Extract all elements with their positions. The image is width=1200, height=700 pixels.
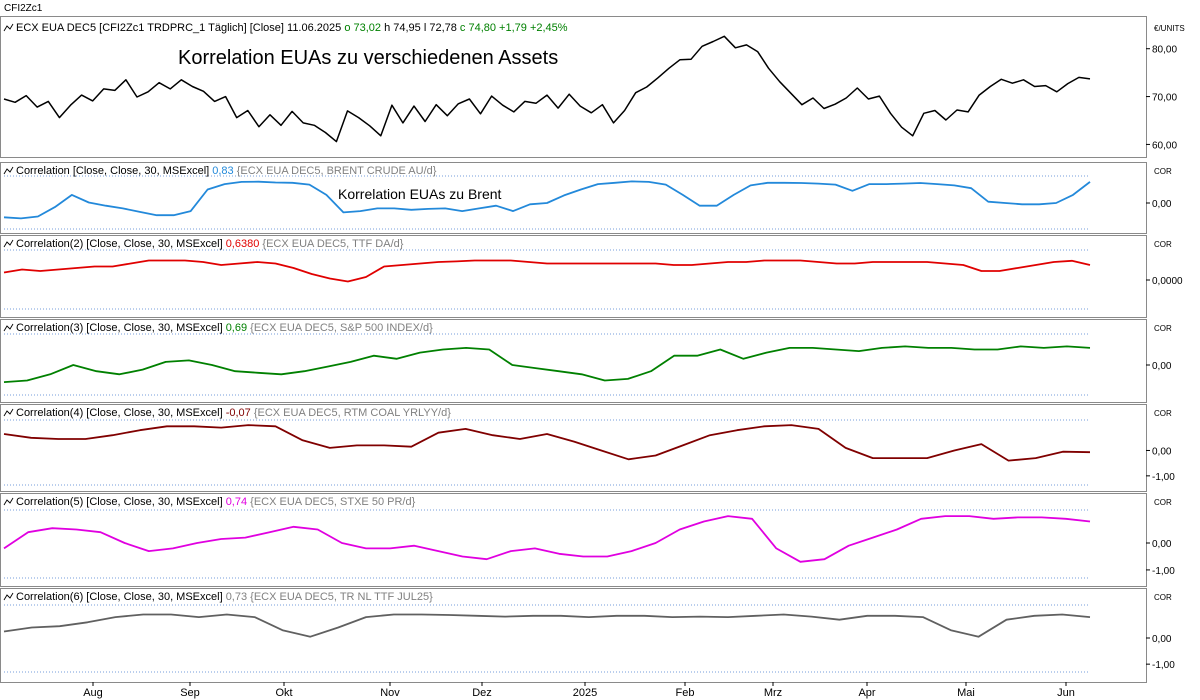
- y-tick-label: 0,00: [1152, 446, 1172, 457]
- annotation-text: Korrelation EUAs zu Brent: [338, 186, 502, 202]
- indicator-icon: [3, 497, 14, 506]
- price-panel: €/UNITS 80,00 70,00 60,00 ECX EUA DEC5 [CFI2…: [0, 16, 1185, 158]
- indicator-name: Correlation [Close, Close, 30, MSExcel]: [16, 165, 212, 177]
- correlation-line: [3, 259, 1091, 283]
- correlation-line: [3, 515, 1091, 563]
- y-tick-label: 0,0000: [1152, 276, 1183, 287]
- y-axis-label: COR: [1154, 167, 1172, 176]
- indicator-reference: {ECX EUA DEC5, RTM COAL YRLYY/d}: [251, 407, 451, 419]
- indicator-icon: [3, 166, 14, 175]
- indicator-header: Correlation(2) [Close, Close, 30, MSExce…: [16, 238, 404, 250]
- y-axis-label: COR: [1154, 498, 1172, 507]
- indicator-name: Correlation(6) [Close, Close, 30, MSExce…: [16, 591, 226, 603]
- y-tick-label: -1,00: [1152, 660, 1175, 671]
- correlation-panel-2: COR 0,0000 Correlation(2) [Close, Close, 3…: [0, 235, 1183, 318]
- open-value: o 73,02: [344, 22, 381, 34]
- y-tick-label: 0,00: [1152, 199, 1172, 210]
- high-low-values: h 74,95 l 72,78: [381, 22, 460, 34]
- close-change-values: c 74,80 +1,79 +2,45%: [460, 22, 568, 34]
- indicator-icon: [3, 239, 14, 248]
- y-tick-label: -1,00: [1152, 472, 1175, 483]
- indicator-value: 0,73: [226, 591, 247, 603]
- y-tick-label: 0,00: [1152, 361, 1172, 372]
- panel-border: [0, 16, 1147, 158]
- correlation-panel-4: COR 0,00 -1,00 Correlation(4) [Close, Close…: [0, 404, 1175, 492]
- correlation-panel-6: COR 0,00 -1,00 Correlation(6) [Close, Close…: [0, 588, 1175, 683]
- x-tick-label: Dez: [472, 687, 492, 699]
- panel-border: [0, 493, 1147, 587]
- x-tick-label: 2025: [573, 687, 597, 699]
- indicator-reference: {ECX EUA DEC5, STXE 50 PR/d}: [247, 496, 415, 508]
- panel-border: [0, 235, 1147, 318]
- indicator-value: 0,6380: [226, 238, 260, 250]
- correlation-panel-5: COR 0,00 -1,00 Correlation(5) [Close, Close…: [0, 493, 1175, 587]
- y-tick-label: -1,00: [1152, 566, 1175, 577]
- y-tick-label: 80,00: [1152, 45, 1177, 56]
- indicator-reference: {ECX EUA DEC5, S&P 500 INDEX/d}: [247, 322, 433, 334]
- y-axis-label: COR: [1154, 593, 1172, 602]
- indicator-name: Correlation(3) [Close, Close, 30, MSExce…: [16, 322, 226, 334]
- x-tick-label: Mrz: [764, 687, 782, 699]
- indicator-name: Correlation(5) [Close, Close, 30, MSExce…: [16, 496, 226, 508]
- indicator-value: -0,07: [226, 407, 251, 419]
- x-tick-label: Apr: [858, 687, 875, 699]
- indicator-icon: [3, 23, 14, 32]
- chart-title: Korrelation EUAs zu verschiedenen Assets: [178, 47, 558, 69]
- panel-border: [0, 404, 1147, 492]
- indicator-header: Correlation [Close, Close, 30, MSExcel] …: [16, 165, 437, 177]
- indicator-header: Correlation(4) [Close, Close, 30, MSExce…: [16, 407, 451, 419]
- indicator-icon: [3, 592, 14, 601]
- indicator-reference: {ECX EUA DEC5, TR NL TTF JUL25}: [247, 591, 433, 603]
- indicator-header: Correlation(3) [Close, Close, 30, MSExce…: [16, 322, 433, 334]
- y-axis-label: COR: [1154, 324, 1172, 333]
- price-line: [3, 35, 1091, 143]
- indicator-value: 0,74: [226, 496, 247, 508]
- x-tick-label: Feb: [676, 687, 695, 699]
- y-axis-label: COR: [1154, 409, 1172, 418]
- indicator-icon: [3, 323, 14, 332]
- y-axis-unit: €/UNITS: [1154, 24, 1185, 33]
- x-tick-label: Nov: [380, 687, 400, 699]
- panel-border: [0, 588, 1147, 683]
- y-tick-label: 0,00: [1152, 634, 1172, 645]
- correlation-panel-3: COR 0,00 Correlation(3) [Close, Close, 30,…: [0, 319, 1172, 403]
- indicator-reference: {ECX EUA DEC5, TTF DA/d}: [259, 238, 403, 250]
- indicator-value: 0,69: [226, 322, 247, 334]
- y-tick-label: 60,00: [1152, 140, 1177, 151]
- x-axis: Aug Sep Okt Nov Dez 2025 Feb Mrz Apr Mai Jun: [83, 682, 1075, 699]
- indicator-reference: {ECX EUA DEC5, BRENT CRUDE AU/d}: [234, 165, 437, 177]
- y-tick-label: 0,00: [1152, 539, 1172, 550]
- indicator-header: Correlation(6) [Close, Close, 30, MSExce…: [16, 591, 433, 603]
- price-header-name: ECX EUA DEC5 [CFI2Zc1 TRDPRC_1 Täglich] …: [16, 22, 344, 34]
- correlation-line: [3, 180, 1091, 220]
- indicator-name: Correlation(4) [Close, Close, 30, MSExce…: [16, 407, 226, 419]
- panel-border: [0, 162, 1147, 234]
- y-axis-label: COR: [1154, 240, 1172, 249]
- x-tick-label: Sep: [180, 687, 200, 699]
- y-tick-label: 70,00: [1152, 93, 1177, 104]
- x-tick-label: Jun: [1057, 687, 1075, 699]
- correlation-line: [3, 613, 1091, 638]
- indicator-icon: [3, 408, 14, 417]
- correlation-line: [3, 424, 1091, 462]
- correlation-line: [3, 345, 1091, 383]
- x-tick-label: Mai: [957, 687, 975, 699]
- symbol-label: CFI2Zc1: [4, 3, 43, 14]
- correlation-panel-1: COR 0,00 Correlation [Close, Close, 30, MS…: [0, 162, 1172, 234]
- price-header: ECX EUA DEC5 [CFI2Zc1 TRDPRC_1 Täglich] …: [16, 22, 568, 34]
- x-tick-label: Aug: [83, 687, 103, 699]
- indicator-name: Correlation(2) [Close, Close, 30, MSExce…: [16, 238, 226, 250]
- indicator-header: Correlation(5) [Close, Close, 30, MSExce…: [16, 496, 416, 508]
- indicator-value: 0,83: [212, 165, 233, 177]
- panel-border: [0, 319, 1147, 403]
- x-tick-label: Okt: [275, 687, 292, 699]
